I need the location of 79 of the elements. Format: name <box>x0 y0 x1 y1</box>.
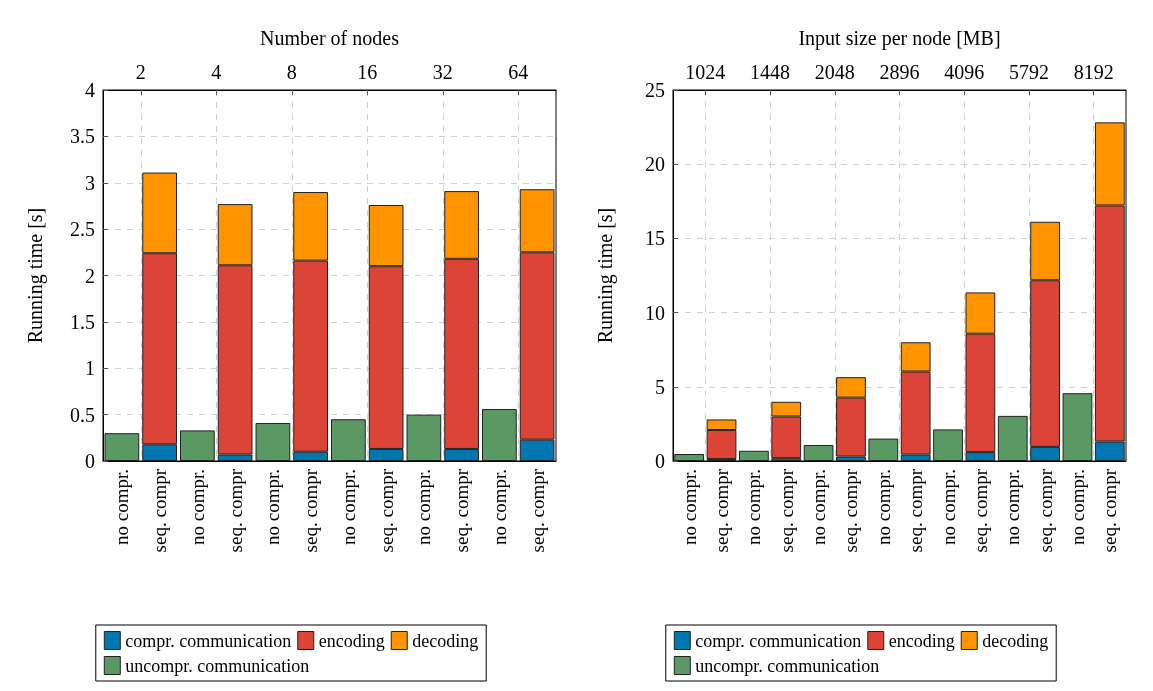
legend-label: uncompr. communication <box>695 655 880 676</box>
x2-tick-label: 8 <box>286 61 297 83</box>
x2-axis-title: Number of nodes <box>260 27 400 49</box>
legend-label: uncompr. communication <box>125 655 310 676</box>
x2-tick-label: 32 <box>432 61 453 83</box>
x-tick-label: seq. compr <box>905 468 927 553</box>
y-tick-label: 1 <box>85 357 95 380</box>
bar <box>997 415 1028 461</box>
x-tick-label: no compr. <box>1066 469 1088 545</box>
x-tick-label: seq. compr <box>711 468 733 553</box>
x-tick-label: no compr. <box>186 469 208 545</box>
x-tick-label: no compr. <box>488 469 510 545</box>
y-tick-label: 15 <box>645 227 665 250</box>
x-tick-label: no compr. <box>743 469 765 545</box>
x-tick-label: seq. compr <box>451 468 473 553</box>
bar <box>406 414 442 461</box>
x2-tick-label: 5792 <box>1008 61 1049 83</box>
x2-tick-label: 2896 <box>879 61 920 83</box>
y-axis-title: Running time [s] <box>24 207 47 344</box>
legend-label: encoding <box>318 630 385 651</box>
x2-tick-label: 1024 <box>685 61 726 83</box>
x-tick-label: seq. compr <box>775 468 797 553</box>
x-tick-label: seq. compr <box>375 468 397 553</box>
x2-axis-title: Input size per node [MB] <box>798 27 1001 50</box>
x-tick-label: no compr. <box>808 469 830 545</box>
x2-tick-label: 64 <box>508 61 529 83</box>
legend-label: decoding <box>982 630 1049 651</box>
y-tick-label: 3.5 <box>70 125 95 148</box>
legend-label: compr. communication <box>695 630 862 651</box>
y-tick-label: 3 <box>85 171 95 194</box>
y-tick-label: 2 <box>85 264 95 287</box>
x2-tick-label: 2 <box>135 61 146 83</box>
y-axis-title: Running time [s] <box>594 207 617 344</box>
x-tick-label: seq. compr <box>149 468 171 553</box>
bar <box>674 454 705 461</box>
legend-label: decoding <box>412 630 479 651</box>
y-tick-label: 0 <box>655 450 665 472</box>
bar <box>1062 393 1093 461</box>
legend-label: compr. communication <box>125 630 292 651</box>
y-tick-label: 5 <box>655 375 665 398</box>
x-tick-label: no compr. <box>872 469 894 545</box>
x-tick-label: no compr. <box>337 469 359 545</box>
y-tick-label: 0 <box>85 450 95 472</box>
x-tick-label: no compr. <box>1002 469 1024 545</box>
x-tick-label: seq. compr <box>300 468 322 553</box>
x-tick-label: seq. compr <box>1034 468 1056 553</box>
bar <box>739 450 769 461</box>
bar <box>104 433 140 461</box>
y-tick-label: 1.5 <box>70 310 95 333</box>
x2-tick-label: 1448 <box>750 61 791 83</box>
y-tick-label: 10 <box>645 301 665 324</box>
y-tick-label: 0.5 <box>70 403 95 426</box>
x-tick-label: no compr. <box>111 469 133 545</box>
x-tick-label: no compr. <box>678 469 700 545</box>
x2-tick-label: 2048 <box>814 61 855 83</box>
bar <box>331 419 366 461</box>
x-tick-label: seq. compr <box>526 468 548 553</box>
bar <box>255 422 291 461</box>
y-tick-label: 20 <box>645 153 665 176</box>
x-tick-label: no compr. <box>413 469 435 545</box>
bar <box>180 430 215 461</box>
bar <box>868 438 899 461</box>
bar <box>482 409 517 461</box>
y-tick-label: 4 <box>85 79 95 101</box>
legend-label: encoding <box>888 630 955 651</box>
x-tick-label: seq. compr <box>1099 468 1121 553</box>
x2-tick-label: 16 <box>357 61 378 83</box>
x2-tick-label: 4096 <box>944 61 985 83</box>
y-tick-label: 25 <box>645 79 665 101</box>
x-tick-label: no compr. <box>937 469 959 545</box>
bar <box>803 444 834 461</box>
x2-tick-label: 8192 <box>1073 61 1114 83</box>
x-tick-label: seq. compr <box>969 468 991 553</box>
y-tick-label: 2.5 <box>70 218 95 241</box>
x-tick-label: no compr. <box>262 469 284 545</box>
bar <box>933 429 963 461</box>
x-tick-label: seq. compr <box>840 468 862 553</box>
x-tick-label: seq. compr <box>224 468 246 553</box>
x2-tick-label: 4 <box>211 61 222 83</box>
